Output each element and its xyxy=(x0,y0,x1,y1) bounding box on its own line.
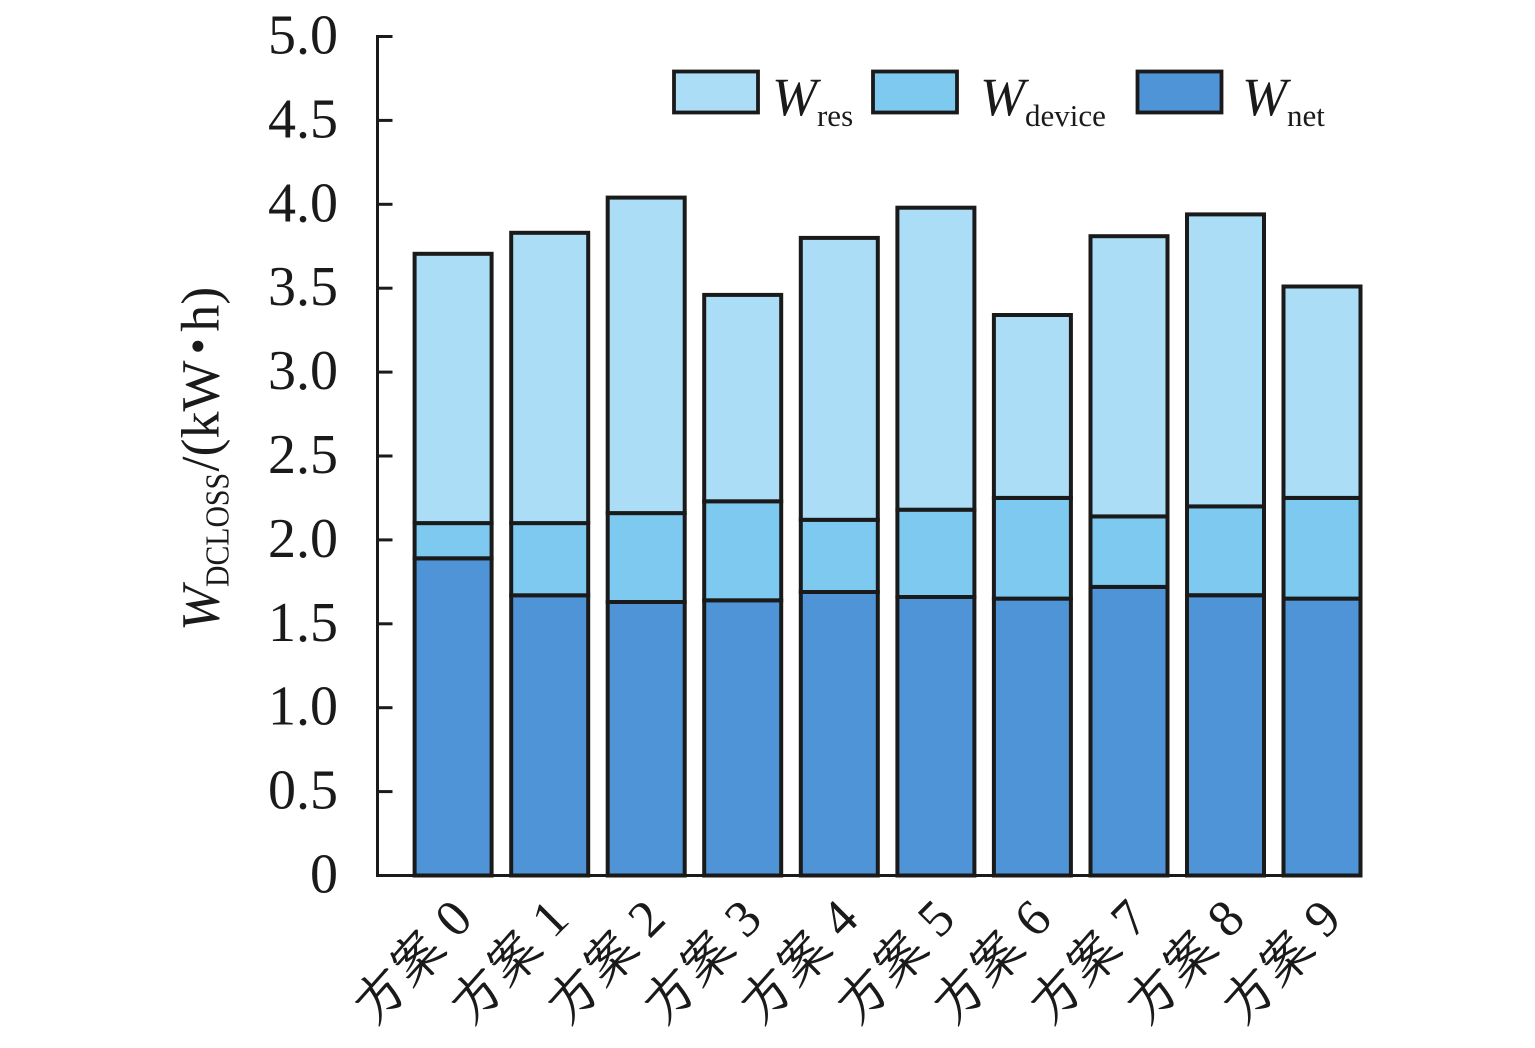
svg-text:W: W xyxy=(171,581,231,631)
svg-text:4.0: 4.0 xyxy=(268,172,338,234)
svg-text:h): h) xyxy=(171,287,231,332)
svg-text:3.5: 3.5 xyxy=(268,256,338,318)
svg-text:2.5: 2.5 xyxy=(268,424,338,486)
svg-text:Wnet: Wnet xyxy=(1242,67,1325,133)
svg-text:0.5: 0.5 xyxy=(268,760,338,822)
svg-text:Wres: Wres xyxy=(772,67,853,133)
svg-text:DCLOSS: DCLOSS xyxy=(200,473,237,587)
svg-text:Wdevice: Wdevice xyxy=(980,67,1106,133)
svg-text:1.5: 1.5 xyxy=(268,592,338,654)
svg-text:/(kW: /(kW xyxy=(171,361,231,472)
svg-text:5.0: 5.0 xyxy=(268,5,338,67)
svg-text:1.0: 1.0 xyxy=(268,676,338,738)
svg-text:0: 0 xyxy=(310,844,338,906)
svg-text:3.0: 3.0 xyxy=(268,340,338,402)
svg-text:2.0: 2.0 xyxy=(268,508,338,570)
svg-text:4.5: 4.5 xyxy=(268,88,338,150)
